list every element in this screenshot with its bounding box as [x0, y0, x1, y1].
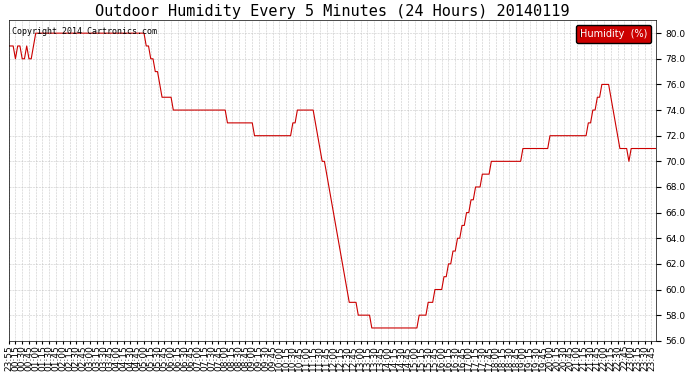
Legend: Humidity  (%): Humidity (%) [576, 25, 651, 43]
Title: Outdoor Humidity Every 5 Minutes (24 Hours) 20140119: Outdoor Humidity Every 5 Minutes (24 Hou… [95, 4, 569, 19]
Text: Copyright 2014 Cartronics.com: Copyright 2014 Cartronics.com [12, 27, 157, 36]
